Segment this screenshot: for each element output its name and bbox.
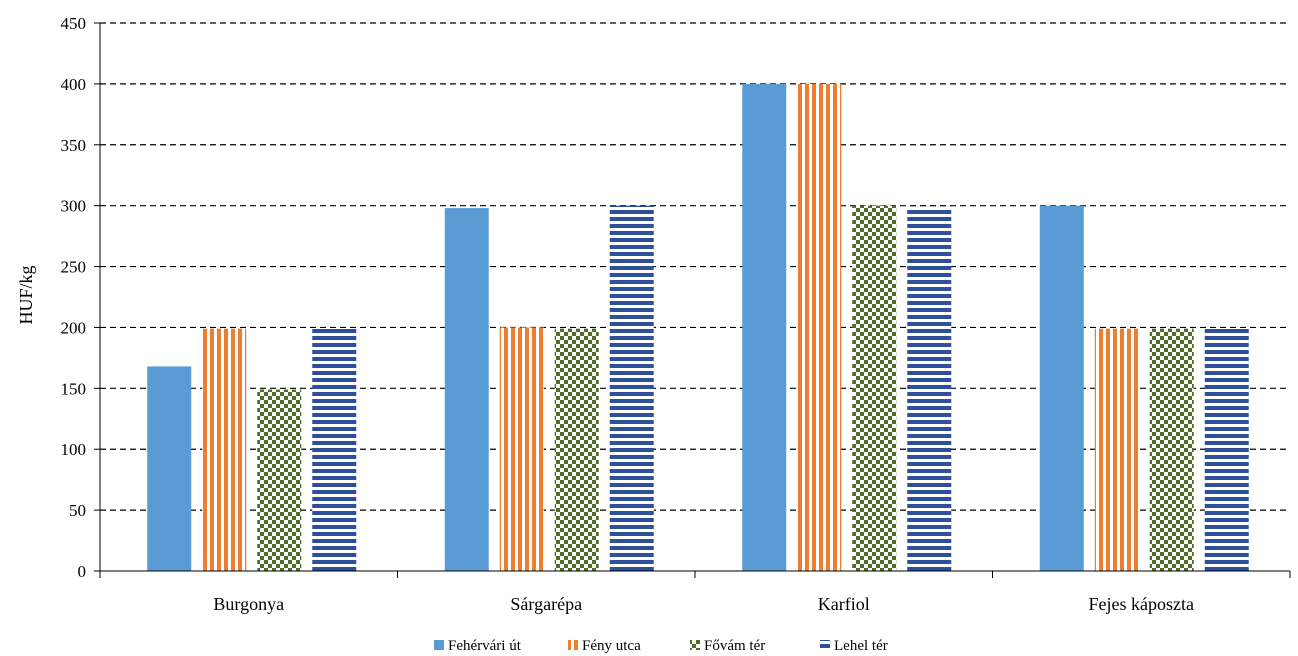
y-tick-label: 150 bbox=[61, 379, 87, 398]
axes: 0 50 100 150 200 250 300 350 400 450 Burgonya Sárga… bbox=[61, 14, 1291, 614]
category-label: Fejes káposzta bbox=[1089, 594, 1194, 614]
bar-fény-utca-3 bbox=[1094, 328, 1139, 571]
bars bbox=[147, 83, 1249, 571]
bar-fővám-tér-3 bbox=[1149, 328, 1194, 571]
legend-swatch bbox=[690, 640, 700, 650]
y-tick-label: 100 bbox=[61, 440, 87, 459]
bar-lehel-tér-3 bbox=[1204, 328, 1249, 571]
bar-fővám-tér-2 bbox=[852, 205, 897, 571]
y-tick-label: 350 bbox=[61, 136, 87, 155]
category-label: Burgonya bbox=[213, 594, 284, 614]
legend-label: Fővám tér bbox=[704, 638, 765, 654]
legend-swatch bbox=[820, 640, 830, 650]
category-label: Karfiol bbox=[818, 594, 870, 614]
bar-fény-utca-0 bbox=[202, 328, 247, 571]
bar-lehel-tér-1 bbox=[609, 205, 654, 571]
legend-swatch bbox=[434, 640, 444, 650]
y-tick-label: 300 bbox=[61, 197, 87, 216]
y-tick-label: 400 bbox=[61, 75, 87, 94]
legend-label: Lehel tér bbox=[834, 638, 888, 654]
bar-fehérvári-út-3 bbox=[1039, 205, 1084, 571]
y-tick-label: 450 bbox=[61, 14, 87, 33]
gridlines bbox=[100, 22, 1290, 511]
bar-fővám-tér-1 bbox=[554, 328, 599, 571]
bar-fehérvári-út-0 bbox=[147, 366, 192, 571]
y-axis-label: HUF/kg bbox=[16, 265, 36, 324]
legend-swatch bbox=[568, 640, 578, 650]
bar-fény-utca-2 bbox=[797, 83, 842, 571]
bar-lehel-tér-0 bbox=[312, 328, 357, 571]
bar-fény-utca-1 bbox=[499, 327, 544, 571]
legend: Fehérvári út Fény utca Fővám tér Lehel tér bbox=[434, 638, 888, 654]
y-tick-label: 250 bbox=[61, 258, 87, 277]
y-tick-label: 50 bbox=[69, 501, 86, 520]
bar-fehérvári-út-1 bbox=[444, 208, 489, 571]
bar-fehérvári-út-2 bbox=[742, 83, 787, 571]
category-label: Sárgarépa bbox=[510, 594, 582, 614]
y-tick-label: 0 bbox=[78, 562, 87, 581]
legend-label: Fény utca bbox=[582, 638, 641, 654]
bar-lehel-tér-2 bbox=[907, 206, 952, 571]
legend-label: Fehérvári út bbox=[448, 638, 522, 654]
y-tick-label: 200 bbox=[61, 318, 87, 337]
bar-fővám-tér-0 bbox=[257, 389, 302, 571]
